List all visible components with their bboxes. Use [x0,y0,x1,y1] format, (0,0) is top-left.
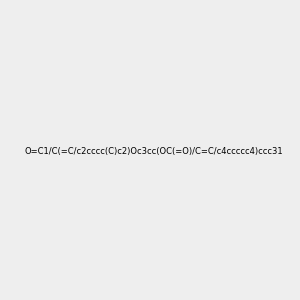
Text: O=C1/C(=C/c2cccc(C)c2)Oc3cc(OC(=O)/C=C/c4ccccc4)ccc31: O=C1/C(=C/c2cccc(C)c2)Oc3cc(OC(=O)/C=C/c… [24,147,283,156]
